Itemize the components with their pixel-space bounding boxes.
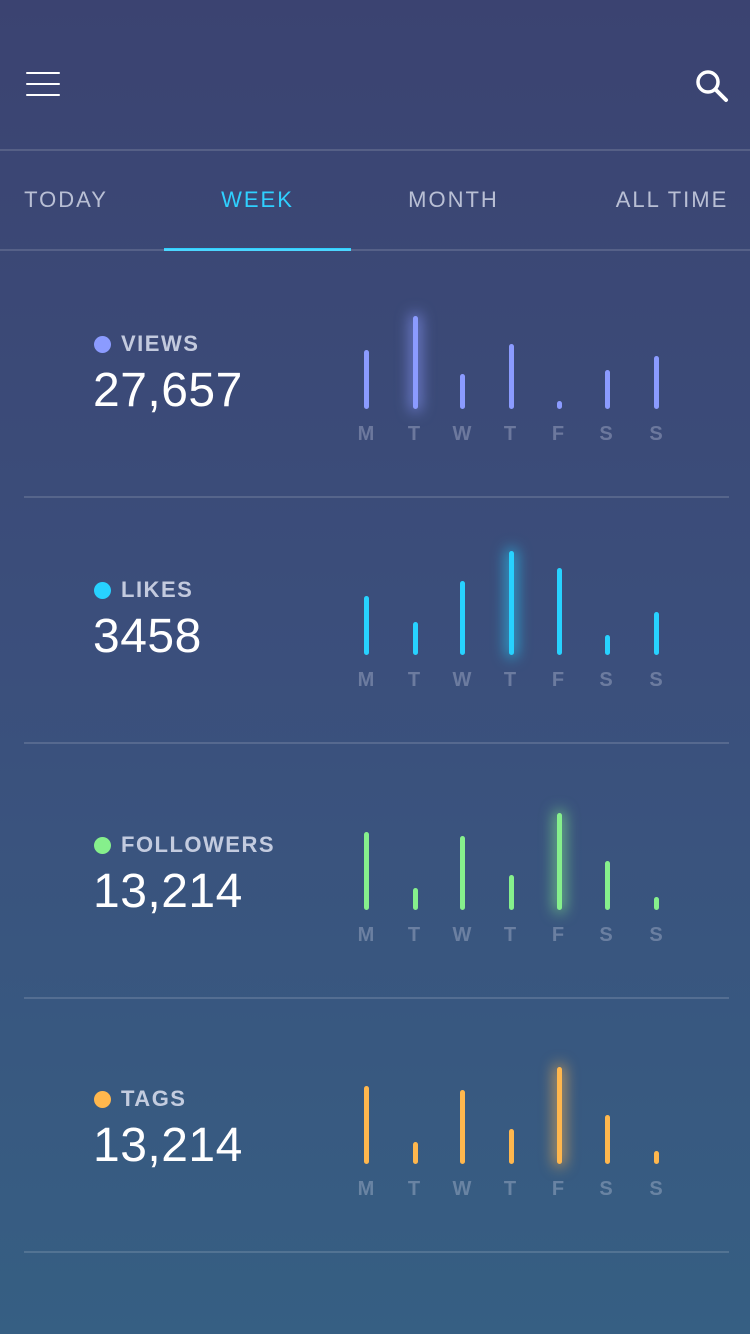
bar-m-0 (364, 832, 369, 910)
legend-dot (94, 1090, 111, 1108)
day-label: F (551, 924, 565, 946)
stat-label: LIKES (121, 577, 194, 602)
day-label: S (599, 669, 613, 691)
bar-t-3 (509, 344, 514, 409)
day-label: S (649, 669, 663, 691)
day-label: T (407, 1178, 421, 1200)
bar-t-1 (413, 316, 418, 409)
bar-s-5 (605, 370, 610, 409)
day-label: T (503, 924, 517, 946)
bar-f-4 (557, 813, 562, 910)
day-label: F (551, 423, 565, 445)
bar-f-4 (557, 1067, 562, 1164)
bar-s-6 (654, 897, 659, 910)
day-label: S (649, 1178, 663, 1200)
stat-card-views[interactable]: VIEWS 27,657 M T W T F S S (0, 251, 750, 505)
day-label: F (551, 1178, 565, 1200)
card-divider (24, 742, 729, 744)
bar-s-5 (605, 861, 610, 910)
day-label: S (649, 423, 663, 445)
search-icon[interactable] (692, 66, 732, 106)
stat-value: 13,214 (93, 865, 243, 918)
stat-label: VIEWS (121, 331, 200, 356)
stat-value: 13,214 (93, 1119, 243, 1172)
day-label: T (407, 924, 421, 946)
legend-dot (94, 581, 111, 599)
tab-week[interactable]: WEEK (221, 187, 294, 212)
tab-month[interactable]: MONTH (408, 187, 499, 212)
day-label: T (503, 669, 517, 691)
hamburger-menu-icon[interactable] (26, 70, 62, 98)
tab-all-time[interactable]: ALL TIME (615, 187, 729, 212)
bar-t-3 (509, 1129, 514, 1164)
tabs-divider (0, 249, 750, 251)
card-divider (24, 496, 729, 498)
stat-card-followers[interactable]: FOLLOWERS 13,214 M T W T F S S (0, 752, 750, 1006)
day-label: M (357, 423, 375, 445)
day-label: S (599, 924, 613, 946)
stat-value: 3458 (93, 610, 202, 663)
stat-label: TAGS (121, 1086, 187, 1111)
card-divider (24, 997, 729, 999)
bar-t-1 (413, 888, 418, 910)
bar-s-6 (654, 1151, 659, 1164)
bar-s-6 (654, 612, 659, 655)
day-label: W (452, 669, 472, 691)
day-label: T (407, 423, 421, 445)
bar-s-5 (605, 635, 610, 655)
day-label: W (452, 924, 472, 946)
bar-t-1 (413, 1142, 418, 1164)
day-label: W (452, 1178, 472, 1200)
card-divider (24, 1251, 729, 1253)
bar-t-1 (413, 622, 418, 655)
day-label: M (357, 1178, 375, 1200)
bar-w-2 (460, 374, 465, 409)
legend-dot (94, 836, 111, 854)
bar-m-0 (364, 1086, 369, 1164)
day-label: M (357, 669, 375, 691)
day-label: T (503, 1178, 517, 1200)
bar-f-4 (557, 401, 562, 409)
day-label: S (649, 924, 663, 946)
stat-value: 27,657 (93, 364, 243, 417)
stat-card-likes[interactable]: LIKES 3458 M T W T F S S (0, 497, 750, 751)
bar-t-3 (509, 551, 514, 655)
bar-s-6 (654, 356, 659, 409)
period-tabs: TODAY WEEK MONTH ALL TIME (0, 151, 750, 251)
stat-label-row: FOLLOWERS (94, 830, 275, 860)
tab-today[interactable]: TODAY (24, 187, 108, 212)
stat-card-tags[interactable]: TAGS 13,214 M T W T F S S (0, 1006, 750, 1260)
bar-s-5 (605, 1115, 610, 1164)
day-label: T (407, 669, 421, 691)
stat-label-row: LIKES (94, 575, 193, 605)
app-header (0, 0, 750, 150)
day-label: S (599, 1178, 613, 1200)
bar-m-0 (364, 350, 369, 409)
day-label: T (503, 423, 517, 445)
header-divider (0, 149, 750, 151)
day-label: M (357, 924, 375, 946)
legend-dot (94, 335, 111, 353)
bar-w-2 (460, 581, 465, 655)
bar-m-0 (364, 596, 369, 655)
day-label: S (599, 423, 613, 445)
stat-label-row: TAGS (94, 1084, 186, 1114)
bar-w-2 (460, 836, 465, 910)
day-label: F (551, 669, 565, 691)
stat-label-row: VIEWS (94, 329, 199, 359)
stat-label: FOLLOWERS (121, 832, 276, 857)
bar-t-3 (509, 875, 514, 910)
bar-f-4 (557, 568, 562, 655)
bar-w-2 (460, 1090, 465, 1164)
day-label: W (452, 423, 472, 445)
active-tab-indicator (164, 248, 351, 251)
